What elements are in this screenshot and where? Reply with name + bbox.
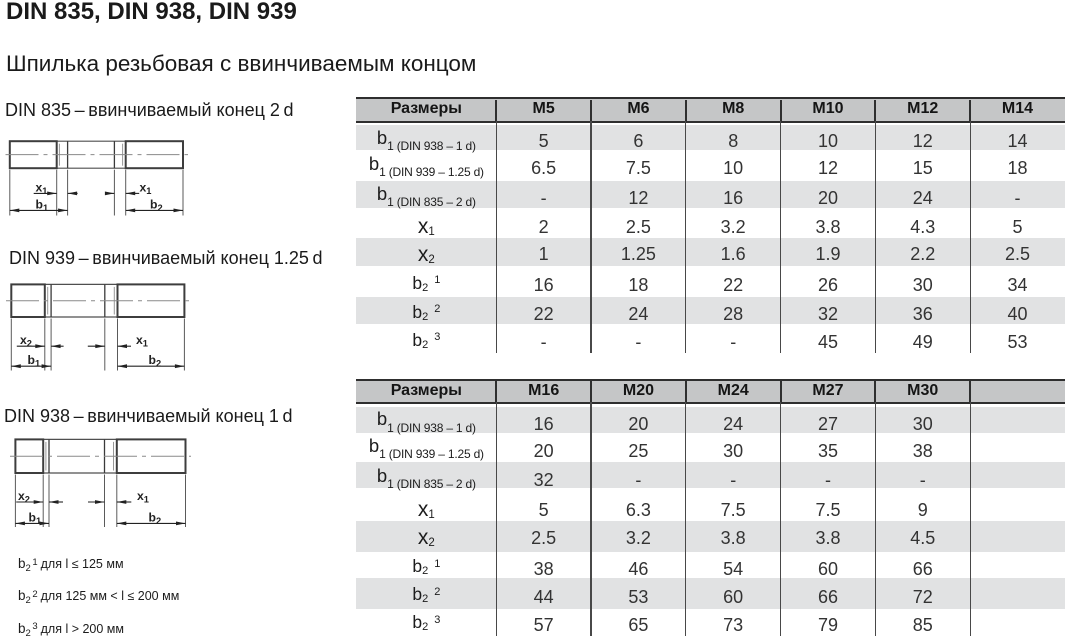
svg-text:b1: b1 bbox=[28, 353, 41, 369]
svg-text:x1: x1 bbox=[137, 489, 149, 505]
svg-text:b2: b2 bbox=[149, 510, 162, 526]
svg-text:b2: b2 bbox=[149, 353, 162, 369]
svg-text:b2: b2 bbox=[150, 197, 163, 213]
svg-text:x2: x2 bbox=[20, 333, 32, 349]
svg-text:x2: x2 bbox=[18, 489, 30, 505]
svg-text:b1: b1 bbox=[36, 197, 49, 213]
svg-text:x1: x1 bbox=[136, 333, 148, 349]
svg-text:b1: b1 bbox=[29, 510, 42, 526]
svg-text:x1: x1 bbox=[36, 180, 48, 196]
svg-text:x1: x1 bbox=[140, 180, 152, 196]
